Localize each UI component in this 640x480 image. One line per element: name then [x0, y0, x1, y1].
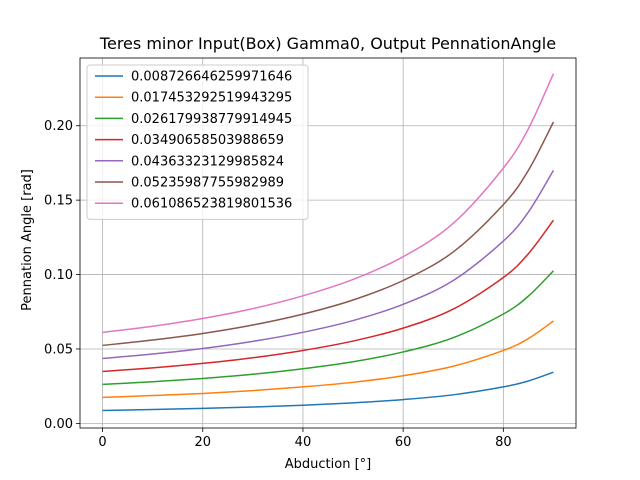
y-tick-label: 0.00: [44, 417, 73, 432]
plot-frame: [79, 57, 577, 429]
x-tick-label: 20: [194, 435, 211, 450]
x-tick-label: 0: [98, 435, 106, 450]
legend-label: 0.03490658503988659: [131, 133, 284, 148]
x-tick-label: 60: [395, 435, 412, 450]
series-line: [102, 270, 554, 386]
legend: 0.008726646259971646 0.017453292519943295…: [86, 64, 309, 220]
series-line: [102, 169, 555, 360]
y-axis-label: Pennation Angle [rad]: [20, 169, 35, 311]
chart-title: Teres minor Input(Box) Gamma0, Output Pe…: [99, 34, 556, 53]
legend-label: 0.04363323129985824: [131, 154, 284, 169]
series-lines: [102, 73, 555, 412]
legend-label: 0.008726646259971646: [131, 70, 292, 85]
series-line: [102, 121, 555, 347]
legend-label: 0.05235987755982989: [131, 176, 284, 191]
x-axis-label: Abduction [°]: [285, 457, 371, 472]
series-line: [102, 219, 555, 373]
y-tick-label: 0.05: [44, 342, 73, 357]
series-line: [102, 320, 554, 399]
series-line: [102, 371, 554, 412]
series-line: [102, 73, 555, 334]
legend-label: 0.017453292519943295: [131, 91, 292, 106]
legend-label: 0.026179938779914945: [131, 112, 292, 127]
legend-box: [86, 64, 309, 220]
x-tick-label: 80: [495, 435, 512, 450]
y-tick-label: 0.10: [44, 268, 73, 283]
axis-ticks: 0 20 40 60 80 0.00 0.05 0.10 0.15 0.20: [44, 119, 512, 450]
x-tick-label: 40: [295, 435, 312, 450]
y-tick-label: 0.15: [44, 194, 73, 209]
y-tick-label: 0.20: [44, 119, 73, 134]
legend-label: 0.061086523819801536: [131, 197, 292, 212]
